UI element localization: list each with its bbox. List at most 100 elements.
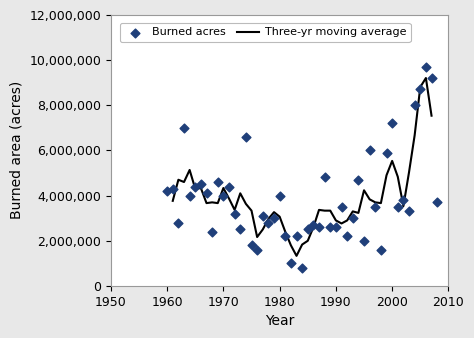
Burned acres: [169, 186, 176, 192]
Burned acres: [242, 134, 250, 140]
Three-yr moving average: [378, 201, 384, 205]
Burned acres: [186, 193, 193, 198]
Three-yr moving average: [215, 201, 220, 205]
Three-yr moving average: [428, 114, 434, 118]
Burned acres: [259, 213, 266, 219]
Burned acres: [428, 75, 435, 81]
Burned acres: [270, 216, 278, 221]
Burned acres: [237, 227, 244, 232]
Three-yr moving average: [383, 173, 389, 177]
Three-yr moving average: [412, 133, 418, 137]
Burned acres: [174, 220, 182, 225]
Three-yr moving average: [401, 204, 406, 208]
Burned acres: [338, 204, 346, 210]
Burned acres: [366, 148, 374, 153]
X-axis label: Year: Year: [265, 314, 294, 328]
Three-yr moving average: [260, 227, 265, 232]
Three-yr moving average: [277, 215, 283, 219]
Burned acres: [372, 204, 379, 210]
Three-yr moving average: [254, 235, 260, 239]
Burned acres: [355, 177, 362, 183]
Burned acres: [310, 222, 317, 228]
Burned acres: [287, 261, 295, 266]
Three-yr moving average: [175, 178, 181, 182]
Three-yr moving average: [232, 208, 237, 212]
Burned acres: [282, 234, 289, 239]
Burned acres: [203, 191, 210, 196]
Three-yr moving average: [406, 170, 412, 174]
Burned acres: [315, 224, 323, 230]
Three-yr moving average: [181, 180, 187, 184]
Three-yr moving average: [204, 201, 210, 205]
Burned acres: [231, 211, 238, 216]
Burned acres: [394, 204, 401, 210]
Burned acres: [164, 188, 171, 194]
Burned acres: [417, 87, 424, 92]
Three-yr moving average: [271, 210, 277, 214]
Three-yr moving average: [310, 225, 316, 229]
Three-yr moving average: [226, 197, 232, 201]
Three-yr moving average: [356, 211, 361, 215]
Three-yr moving average: [418, 85, 423, 89]
Three-yr moving average: [243, 202, 249, 206]
Three-yr moving average: [170, 199, 175, 203]
Burned acres: [332, 224, 340, 230]
Three-yr moving average: [237, 191, 243, 195]
Three-yr moving average: [210, 200, 215, 204]
Burned acres: [321, 175, 328, 180]
Three-yr moving average: [187, 168, 192, 172]
Burned acres: [264, 220, 272, 225]
Three-yr moving average: [328, 209, 333, 213]
Three-yr moving average: [389, 159, 395, 163]
Three-yr moving average: [299, 243, 305, 247]
Three-yr moving average: [395, 175, 401, 179]
Burned acres: [253, 247, 261, 252]
Three-yr moving average: [344, 218, 350, 222]
Three-yr moving average: [249, 209, 255, 213]
Burned acres: [422, 64, 430, 69]
Three-yr moving average: [316, 208, 322, 212]
Line: Three-yr moving average: Three-yr moving average: [173, 78, 431, 256]
Burned acres: [298, 265, 306, 271]
Three-yr moving average: [198, 186, 204, 190]
Three-yr moving average: [361, 188, 367, 192]
Burned acres: [225, 184, 233, 189]
Three-yr moving average: [265, 217, 271, 221]
Burned acres: [400, 197, 407, 203]
Burned acres: [411, 102, 419, 108]
Burned acres: [197, 182, 205, 187]
Three-yr moving average: [322, 209, 328, 213]
Burned acres: [349, 216, 356, 221]
Three-yr moving average: [294, 254, 300, 258]
Burned acres: [219, 193, 227, 198]
Three-yr moving average: [283, 230, 288, 234]
Three-yr moving average: [373, 200, 378, 204]
Three-yr moving average: [350, 209, 356, 213]
Burned acres: [191, 184, 199, 189]
Burned acres: [276, 193, 283, 198]
Y-axis label: Burned area (acres): Burned area (acres): [10, 81, 24, 219]
Burned acres: [209, 229, 216, 235]
Three-yr moving average: [367, 197, 373, 201]
Burned acres: [405, 209, 413, 214]
Three-yr moving average: [339, 221, 345, 225]
Burned acres: [383, 150, 390, 155]
Burned acres: [214, 179, 221, 185]
Burned acres: [293, 234, 301, 239]
Burned acres: [377, 247, 385, 252]
Burned acres: [388, 121, 396, 126]
Three-yr moving average: [192, 187, 198, 191]
Legend: Burned acres, Three-yr moving average: Burned acres, Three-yr moving average: [120, 23, 410, 42]
Three-yr moving average: [220, 186, 226, 190]
Three-yr moving average: [333, 218, 339, 222]
Burned acres: [360, 238, 368, 243]
Burned acres: [304, 227, 311, 232]
Burned acres: [327, 224, 334, 230]
Burned acres: [248, 243, 255, 248]
Three-yr moving average: [423, 76, 429, 80]
Three-yr moving average: [305, 239, 310, 243]
Burned acres: [343, 234, 351, 239]
Three-yr moving average: [288, 243, 294, 247]
Burned acres: [433, 200, 441, 205]
Burned acres: [180, 125, 188, 130]
